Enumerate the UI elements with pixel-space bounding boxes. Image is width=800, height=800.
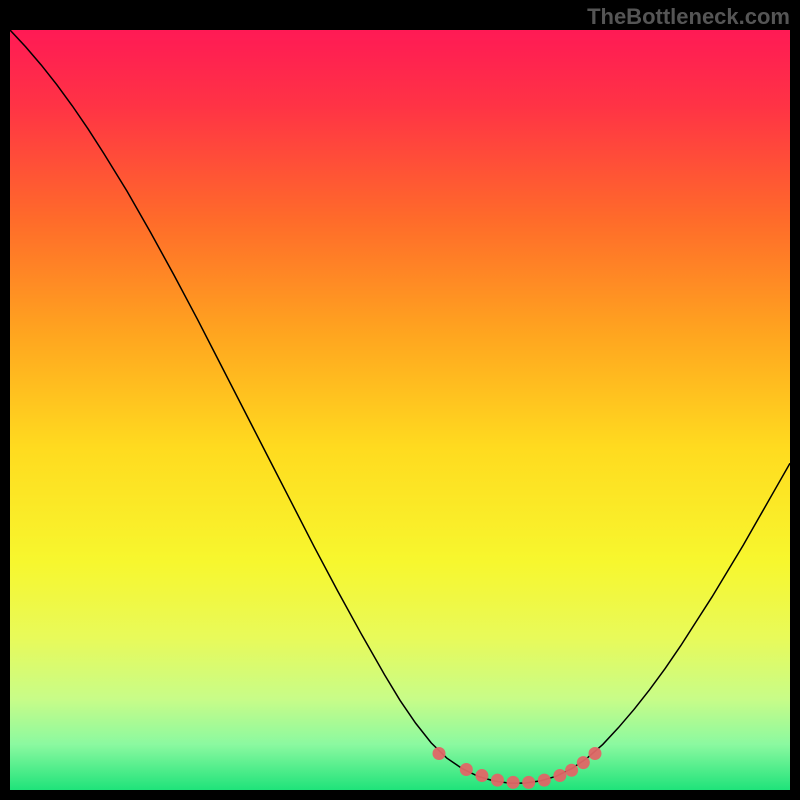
marker-point	[433, 747, 446, 760]
marker-point	[553, 769, 566, 782]
marker-point	[565, 764, 578, 777]
marker-point	[475, 769, 488, 782]
marker-point	[460, 763, 473, 776]
plot-area	[10, 30, 790, 790]
marker-point	[538, 774, 551, 787]
marker-point	[491, 774, 504, 787]
marker-point	[507, 776, 520, 789]
marker-point	[522, 776, 535, 789]
watermark-text: TheBottleneck.com	[587, 4, 790, 30]
chart-container: TheBottleneck.com	[0, 0, 800, 800]
optimal-range-markers	[10, 30, 790, 790]
marker-point	[589, 747, 602, 760]
marker-point	[577, 756, 590, 769]
